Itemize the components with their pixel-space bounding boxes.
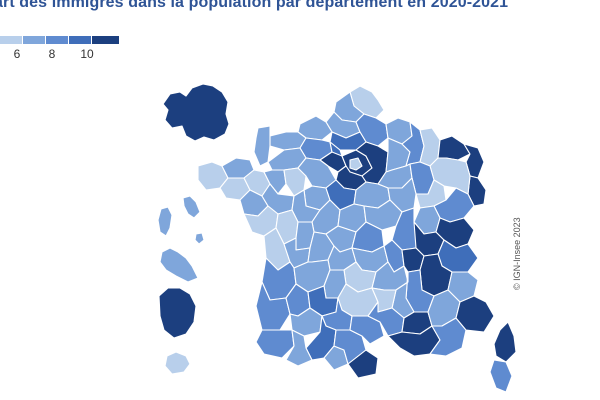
legend-swatch-3	[46, 36, 69, 44]
legend-tick-8: 8	[48, 47, 56, 61]
dept-overseas-2b	[157, 206, 173, 237]
dept-overseas-2	[182, 195, 201, 219]
dept-pyrenees-atlantiques	[255, 329, 295, 359]
dept-corse-du-sud	[489, 359, 513, 393]
dept-haute-corse	[493, 321, 517, 363]
dept-overseas-3	[158, 287, 197, 339]
dept-hautes-pyrenees	[285, 329, 313, 367]
dept-landes	[255, 281, 291, 331]
legend-color-bar	[0, 36, 120, 44]
legend-swatch-4	[69, 36, 92, 44]
legend-swatch-1	[0, 36, 23, 44]
dept-overseas-2c	[194, 232, 205, 245]
legend: 6 8 10	[0, 36, 130, 66]
copyright-credit: © IGN-Insee 2023	[512, 217, 522, 290]
dept-alpes-maritimes	[455, 295, 495, 333]
legend-tick-10: 10	[80, 47, 94, 61]
page-title: art des immigrés dans la population par …	[0, 0, 509, 11]
dept-overseas-5	[159, 247, 199, 283]
dept-overseas-4	[164, 351, 191, 375]
dept-herault	[349, 315, 385, 345]
dept-pyrenees-orientales	[347, 349, 379, 379]
dept-moselle	[437, 135, 471, 161]
legend-swatch-2	[23, 36, 46, 44]
dept-overseas-1	[162, 83, 230, 142]
legend-swatch-5	[92, 36, 120, 44]
dept-paris-inner	[349, 157, 363, 171]
legend-tick-6: 6	[13, 47, 21, 61]
dept-manche	[253, 125, 271, 167]
